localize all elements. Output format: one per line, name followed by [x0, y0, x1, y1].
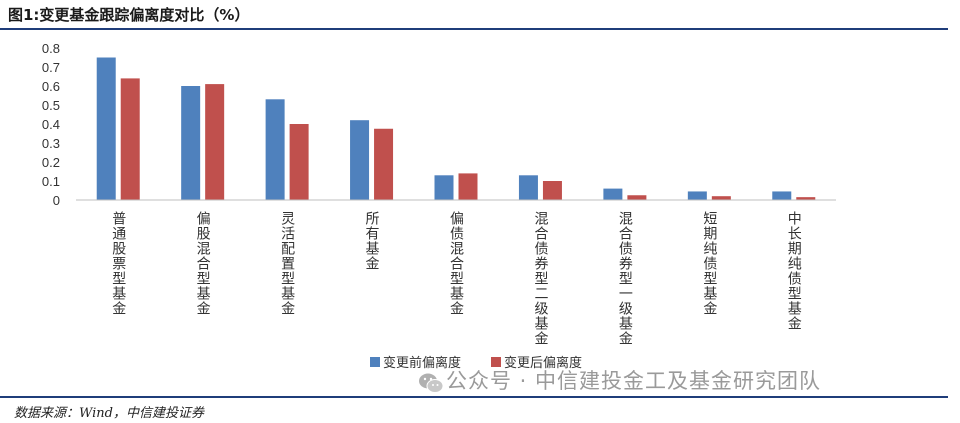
x-category-label: 普通股票型基金: [110, 211, 126, 316]
bars: [96, 57, 816, 200]
wechat-icon: [419, 373, 444, 393]
y-tick-label: 0: [53, 193, 60, 208]
x-category-label: 中长期纯债型基金: [786, 211, 802, 331]
legend: 变更前偏离度 变更后偏离度: [370, 355, 582, 371]
bar-before: [687, 191, 707, 200]
bar-before: [265, 99, 285, 200]
y-tick-label: 0.5: [42, 98, 60, 113]
y-tick-label: 0.2: [42, 155, 60, 170]
watermark: 公众号 · 中信建投金工及基金研究团队: [446, 369, 822, 393]
bar-before: [96, 57, 116, 200]
y-axis: 0.8 0.7 0.6 0.5 0.4 0.3 0.2 0.1 0: [42, 41, 60, 208]
bar-after: [120, 78, 140, 200]
bar-before: [772, 191, 792, 200]
x-axis: 普通股票型基金 偏股混合型基金 灵活配置型基金 所有基金 偏债混合型基金 混合债券型二级基…: [76, 199, 836, 346]
bar-chart: 0.8 0.7 0.6 0.5 0.4 0.3 0.2 0.1 0 普通股票型基金 偏股混合型基金…: [42, 41, 836, 371]
x-category-label: 所有基金: [364, 211, 380, 271]
x-category-label: 偏债混合型基金: [448, 211, 464, 316]
top-rule: [0, 28, 948, 30]
x-category-label: 偏股混合型基金: [195, 211, 211, 316]
bar-after: [374, 128, 394, 200]
bar-after: [711, 196, 731, 200]
legend-label: 变更前偏离度: [383, 355, 461, 371]
bar-after: [458, 173, 478, 200]
x-category-label: 灵活配置型基金: [279, 211, 295, 316]
legend-label: 变更后偏离度: [504, 355, 582, 371]
y-tick-label: 0.8: [42, 41, 60, 56]
bar-before: [181, 86, 201, 200]
legend-swatch: [491, 357, 501, 367]
x-category-label: 短期纯债型基金: [701, 211, 717, 316]
x-category-label: 混合债券型二级基金: [532, 211, 548, 346]
bar-before: [518, 175, 538, 200]
y-tick-label: 0.7: [42, 60, 60, 75]
y-tick-label: 0.3: [42, 136, 60, 151]
bar-after: [205, 84, 225, 200]
y-tick-label: 0.4: [42, 117, 60, 132]
bar-before: [350, 120, 370, 200]
bar-before: [603, 188, 623, 200]
bar-after: [542, 181, 562, 200]
y-tick-label: 0.1: [42, 174, 60, 189]
bottom-rule: [0, 396, 948, 398]
y-tick-label: 0.6: [42, 79, 60, 94]
bar-after: [796, 197, 816, 200]
bar-after: [627, 195, 647, 200]
legend-swatch: [370, 357, 380, 367]
x-category-label: 混合债券型一级基金: [617, 211, 633, 346]
bar-before: [434, 175, 454, 200]
source-note: 数据来源：Wind，中信建投证券: [14, 406, 204, 421]
figure-title: 图1:变更基金跟踪偏离度对比（%）: [8, 6, 250, 24]
bar-after: [289, 124, 309, 200]
